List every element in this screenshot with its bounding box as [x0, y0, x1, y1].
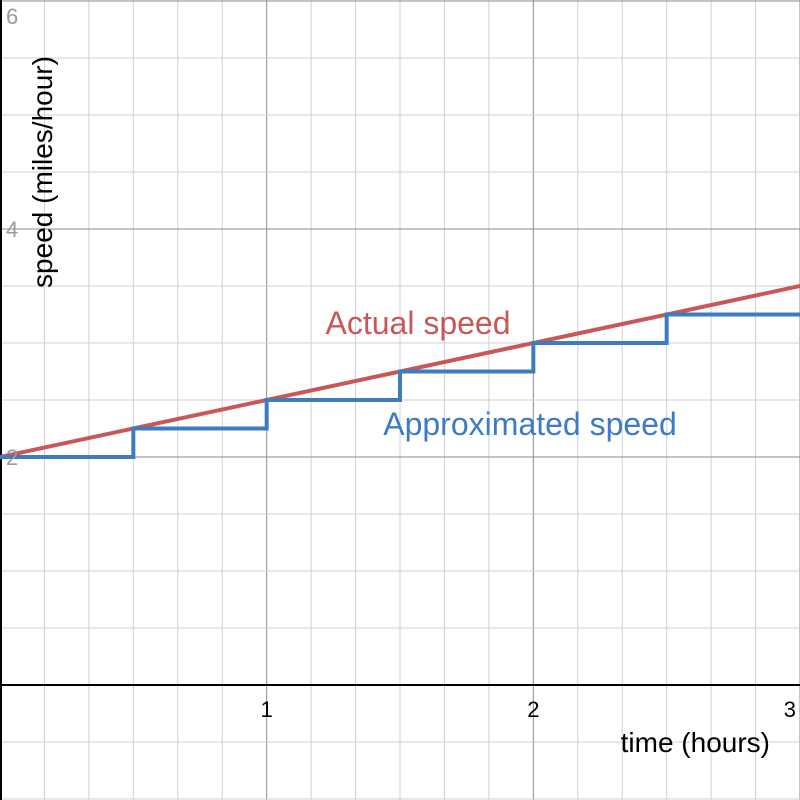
y-axis-title: speed (miles/hour) [27, 56, 58, 288]
series-label-actual: Actual speed [325, 305, 510, 341]
series [0, 284, 800, 459]
series-label-approximated: Approximated speed [383, 406, 677, 442]
y-tick-label: 2 [6, 445, 18, 470]
y-tick-label: 4 [6, 217, 18, 242]
x-axis-title: time (hours) [621, 727, 770, 758]
x-tick-label: 1 [261, 697, 273, 722]
x-tick-label: 2 [527, 697, 539, 722]
series-line-approximated-speed [0, 312, 800, 459]
tick-labels: 1 2 3 2 4 6 [6, 4, 796, 722]
y-tick-label: 6 [6, 4, 18, 29]
x-tick-label: 3 [784, 697, 796, 722]
